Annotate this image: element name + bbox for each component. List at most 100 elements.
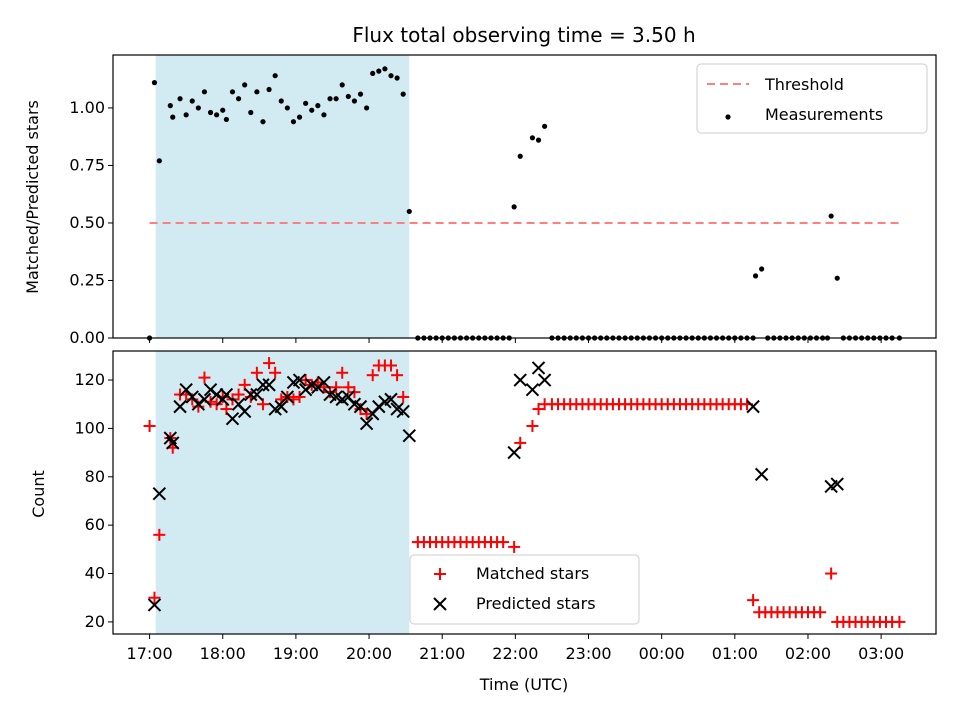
top-legend: Threshold Measurements <box>696 63 928 134</box>
matched-stars-point <box>232 388 245 401</box>
matched-stars-point <box>532 403 545 416</box>
predicted-stars-point <box>317 375 331 390</box>
measurement-point <box>242 82 248 88</box>
measurement-point <box>248 109 254 116</box>
predicted-stars-point <box>292 373 307 387</box>
measurement-point <box>357 91 364 97</box>
matched-stars-point <box>336 366 349 379</box>
measurement-point <box>364 105 370 111</box>
predicted-stars-point <box>280 390 295 404</box>
measurement-point <box>296 114 303 120</box>
top-y-tick-label: 1.00 <box>69 98 105 117</box>
measurement-point <box>189 98 195 104</box>
measurement-point <box>339 82 345 88</box>
measurement-point <box>529 135 536 141</box>
bottom-x-tick-label: 18:00 <box>200 644 246 663</box>
measurement-point <box>220 107 226 113</box>
matched-stars-point <box>342 381 355 394</box>
bottom-y-tick-label: 60 <box>85 515 105 534</box>
measurement-point <box>266 86 272 93</box>
matched-stars-point <box>269 366 282 379</box>
bottom-y-tick-label: 20 <box>85 612 105 631</box>
measurement-point <box>183 112 189 118</box>
measurement-point <box>235 96 242 102</box>
matched-stars-point <box>250 366 263 379</box>
measurement-point <box>229 89 236 95</box>
top-x-ticks <box>149 338 882 343</box>
measurement-point <box>370 70 376 77</box>
matched-stars-point <box>814 606 827 619</box>
predicted-stars-point <box>531 361 546 375</box>
matched-stars-point <box>825 567 838 580</box>
predicted-stars-point <box>537 373 552 387</box>
measurement-point <box>207 109 214 116</box>
matched-stars-point <box>153 528 166 541</box>
predicted-stars-point <box>147 598 162 612</box>
predicted-stars-point <box>274 399 288 414</box>
predicted-stars-point <box>250 387 264 402</box>
measurement-point <box>167 103 173 109</box>
top-y-ticks: 0.00 0.25 0.50 0.75 1.00 <box>69 98 113 347</box>
matched-stars-point <box>497 536 510 549</box>
predicted-stars-point <box>754 467 769 482</box>
predicted-stars-point <box>402 428 416 443</box>
measurement-point <box>290 119 297 125</box>
bottom-x-tick-label: 02:00 <box>785 644 831 663</box>
measurement-point <box>535 137 542 143</box>
matched-stars-point <box>508 540 521 553</box>
predicted-stars-point <box>237 404 252 419</box>
bottom-x-tick-label: 22:00 <box>492 644 538 663</box>
bottom-y-tick-label: 80 <box>85 467 105 486</box>
predicted-stars-point <box>396 404 410 419</box>
predicted-stars-point <box>262 378 276 392</box>
bottom-x-tick-label: 17:00 <box>127 644 173 663</box>
predicted-stars-point <box>746 399 760 414</box>
legend-measurements-marker <box>725 114 731 120</box>
top-axes-frame <box>112 54 937 339</box>
measurement-point <box>151 80 158 86</box>
matched-stars-point <box>330 381 343 394</box>
matched-stars-point <box>263 357 276 370</box>
measurement-point <box>388 73 394 79</box>
measurement-point <box>195 105 201 111</box>
bottom-legend-box <box>409 554 640 625</box>
matched-stars-point <box>198 371 211 384</box>
measurement-point <box>345 93 351 100</box>
measurement-point <box>321 112 327 118</box>
legend-predicted-label: Predicted stars <box>476 594 596 613</box>
matched-stars-point <box>293 390 306 403</box>
measurement-point <box>376 68 382 74</box>
measurement-point <box>315 103 321 109</box>
measurement-point <box>828 213 834 219</box>
predicted-stars-point <box>197 392 212 407</box>
bottom-panel: 20 40 60 80 100 120 17:00 18:00 19:00 20:00 21:00… <box>29 350 937 694</box>
measurement-point <box>394 75 400 81</box>
bottom-x-tick-label: 01:00 <box>712 644 758 663</box>
bottom-marks <box>143 357 906 628</box>
bottom-x-ticks: 17:00 18:00 19:00 20:00 21:00 22:00 23:00 00:00… <box>127 634 904 663</box>
predicted-stars-point <box>525 382 540 397</box>
top-shaded-region <box>155 55 410 338</box>
measurement-point <box>177 96 183 102</box>
matched-stars-point <box>391 369 404 382</box>
matched-stars-point <box>143 419 156 432</box>
bottom-y-ticks: 20 40 60 80 100 120 <box>74 370 113 631</box>
predicted-stars-point <box>219 387 234 402</box>
top-y-axis-label: Matched/Predicted stars <box>23 100 42 294</box>
measurement-point <box>272 73 278 79</box>
matched-stars-point <box>526 419 539 432</box>
matched-stars-point <box>148 591 161 604</box>
bottom-y-tick-label: 40 <box>85 564 105 583</box>
top-y-tick-label: 0.00 <box>69 328 105 347</box>
bottom-legend: Matched stars Predicted stars <box>409 554 640 625</box>
predicted-stars-point <box>384 392 398 407</box>
top-panel: Flux total observing time = 3.50 h 0.000… <box>23 23 937 347</box>
bottom-axes-frame <box>112 350 937 635</box>
bottom-x-tick-label: 03:00 <box>858 644 904 663</box>
predicted-stars-point <box>507 445 521 460</box>
predicted-stars-point <box>166 436 180 450</box>
matched-stars-point <box>366 369 379 382</box>
legend-threshold-label: Threshold <box>764 75 844 94</box>
measurement-point <box>260 119 266 125</box>
matched-stars-point <box>747 594 760 607</box>
